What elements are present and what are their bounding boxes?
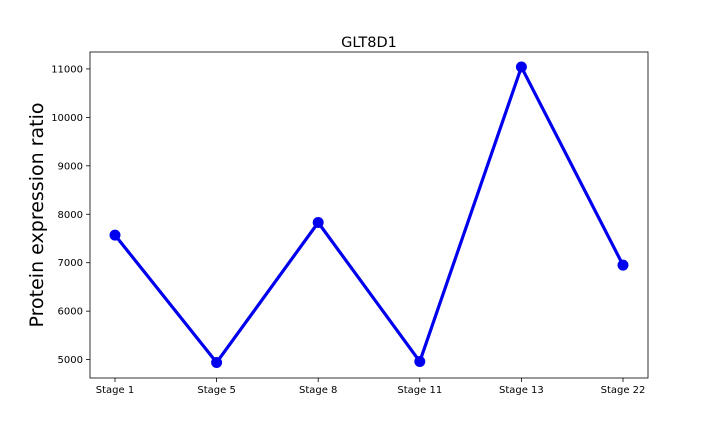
data-point xyxy=(109,229,121,241)
plot-frame xyxy=(89,51,649,379)
data-point xyxy=(515,61,527,73)
x-tick-label: Stage 1 xyxy=(96,385,134,396)
chart-title: GLT8D1 xyxy=(341,35,397,51)
x-tick-label: Stage 5 xyxy=(197,385,235,396)
x-axis: Stage 1 Stage 5 Stage 8 Stage 11 Stage 13 Sta… xyxy=(96,378,646,396)
series-line xyxy=(113,62,625,366)
x-tick-label: Stage 8 xyxy=(299,385,337,396)
series-layer xyxy=(109,61,629,368)
x-tick-label: Stage 22 xyxy=(601,385,646,396)
y-axis: 5000 6000 7000 8000 9000 10000 11000 xyxy=(51,64,90,366)
y-tick-label: 5000 xyxy=(58,355,83,366)
y-tick-label: 7000 xyxy=(58,258,83,269)
x-tick-label: Stage 11 xyxy=(397,385,442,396)
x-tick-label: Stage 13 xyxy=(499,385,544,396)
y-tick-label: 8000 xyxy=(58,210,83,221)
data-point xyxy=(414,356,426,368)
y-tick-label: 9000 xyxy=(58,161,83,172)
data-point xyxy=(617,259,629,271)
y-tick-label: 10000 xyxy=(51,113,83,124)
data-point xyxy=(211,356,223,368)
y-axis-label: Protein expression ratio xyxy=(26,103,48,328)
y-tick-label: 11000 xyxy=(51,64,83,75)
data-point xyxy=(312,217,324,229)
y-tick-label: 6000 xyxy=(58,307,83,318)
